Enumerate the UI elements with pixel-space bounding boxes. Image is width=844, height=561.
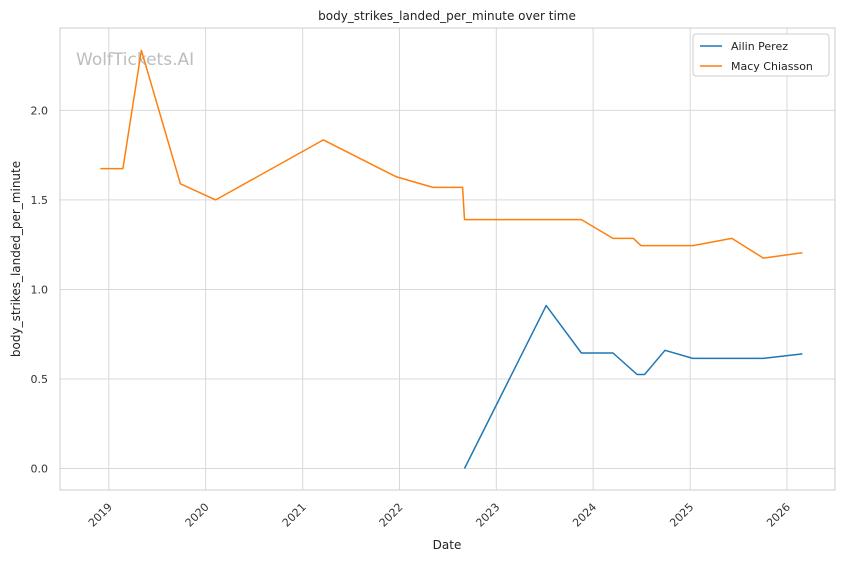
legend-label: Macy Chiasson: [731, 60, 813, 73]
x-tick-label: 2026: [764, 501, 793, 530]
x-tick-label: 2024: [570, 501, 599, 530]
grid-lines: [60, 28, 835, 490]
series-line-macy-chiasson: [100, 49, 803, 259]
x-tick-labels: 2019 2020 2021 2022 2023 2024 2025 2026: [86, 501, 793, 530]
x-tick-label: 2022: [377, 501, 406, 530]
y-tick-label: 0.5: [31, 373, 49, 386]
legend-box: [692, 33, 830, 77]
x-tick-label: 2021: [280, 501, 309, 530]
x-tick-label: 2020: [183, 501, 212, 530]
y-tick-labels: 0.0 0.5 1.0 1.5 2.0: [31, 104, 49, 475]
x-axis-label: Date: [433, 538, 462, 552]
chart-title: body_strikes_landed_per_minute over time: [318, 9, 576, 23]
x-tick-label: 2025: [667, 501, 696, 530]
plot-area: [59, 27, 836, 491]
legend-label: Ailin Perez: [731, 40, 788, 53]
series-line-ailin-perez: [463, 304, 803, 469]
y-axis-label: body_strikes_landed_per_minute: [9, 161, 23, 357]
y-tick-label: 0.0: [31, 463, 49, 476]
y-tick-label: 2.0: [31, 104, 49, 117]
watermark: WolfTickets.AI: [76, 50, 194, 70]
series-lines: [100, 49, 803, 469]
y-tick-label: 1.0: [31, 283, 49, 296]
x-tick-label: 2023: [473, 501, 502, 530]
legend: Ailin Perez Macy Chiasson: [692, 33, 830, 77]
y-tick-label: 1.5: [31, 194, 49, 207]
x-tick-label: 2019: [86, 501, 115, 530]
